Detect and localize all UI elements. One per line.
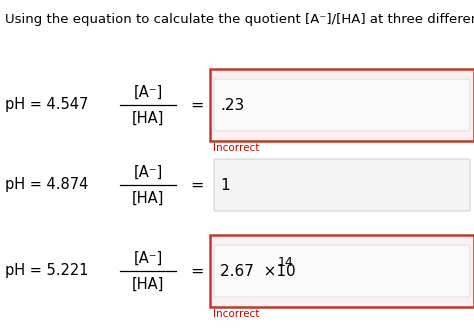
Text: [A⁻]: [A⁻] (133, 164, 163, 180)
Text: 2.67  ×10: 2.67 ×10 (220, 264, 296, 279)
Text: =: = (190, 97, 204, 113)
Bar (210, 69, 474, 141)
Text: 1: 1 (220, 178, 229, 192)
Text: Incorrect: Incorrect (213, 309, 259, 319)
Bar (210, 235, 474, 307)
FancyBboxPatch shape (214, 79, 470, 131)
Text: [HA]: [HA] (132, 276, 164, 291)
Text: [A⁻]: [A⁻] (133, 250, 163, 266)
FancyBboxPatch shape (214, 245, 470, 297)
Text: Incorrect: Incorrect (213, 143, 259, 153)
Text: [HA]: [HA] (132, 190, 164, 206)
Text: Using the equation to calculate the quotient [A⁻]/[HA] at three different pH val: Using the equation to calculate the quot… (5, 13, 474, 26)
Text: =: = (190, 178, 204, 192)
Text: .23: .23 (220, 97, 244, 113)
Text: pH = 4.547: pH = 4.547 (5, 97, 88, 113)
Text: [HA]: [HA] (132, 111, 164, 125)
Text: pH = 4.874: pH = 4.874 (5, 178, 88, 192)
Text: 14: 14 (278, 256, 294, 268)
FancyBboxPatch shape (214, 159, 470, 211)
Text: =: = (190, 264, 204, 279)
Text: [A⁻]: [A⁻] (133, 85, 163, 99)
Text: pH = 5.221: pH = 5.221 (5, 264, 89, 279)
